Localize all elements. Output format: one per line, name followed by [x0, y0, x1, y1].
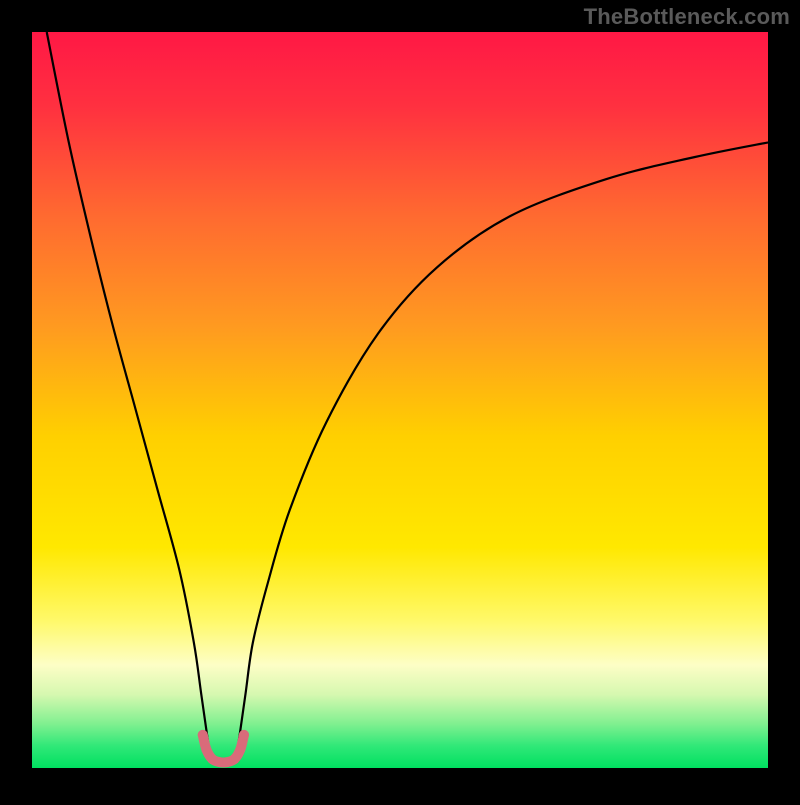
minimum-marker-dot [239, 730, 249, 740]
bottleneck-curve-plot [0, 0, 800, 800]
minimum-marker-dot [198, 730, 208, 740]
minimum-marker-dot [235, 745, 245, 755]
gradient-background [32, 32, 768, 768]
minimum-marker-dot [229, 754, 239, 764]
minimum-marker-dot [201, 745, 211, 755]
chart-frame: TheBottleneck.com [0, 0, 800, 800]
watermark-label: TheBottleneck.com [584, 4, 790, 30]
